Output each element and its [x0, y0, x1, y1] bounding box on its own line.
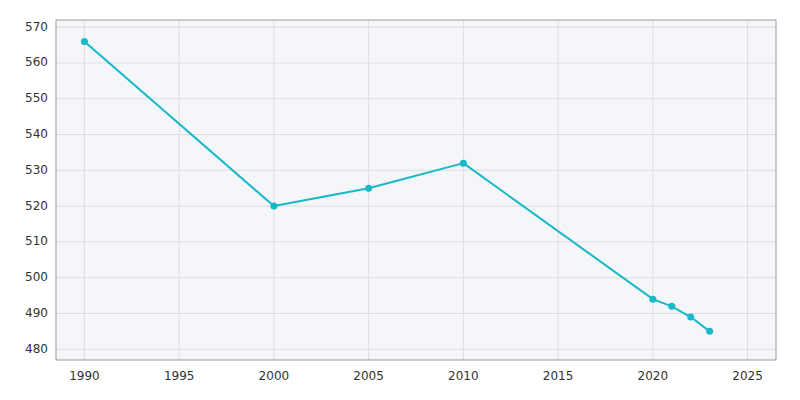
point [706, 328, 713, 335]
grid-line-x [558, 20, 559, 360]
point [668, 303, 675, 310]
y-tick-label: 520 [25, 199, 48, 213]
grid-line-y [56, 27, 776, 28]
line [84, 41, 709, 331]
grid-line-y [56, 277, 776, 278]
grid-line-y [56, 241, 776, 242]
chart: 480 490 500 510 520 530 540 550 560 570 1990 1995 20… [0, 0, 800, 400]
series [81, 38, 713, 335]
plot-frame [56, 20, 776, 360]
grid-line-x [84, 20, 85, 360]
x-tick-label: 1995 [164, 369, 195, 383]
grid-line-x [179, 20, 180, 360]
grid-line-y [56, 313, 776, 314]
x-tick-label: 2010 [448, 369, 479, 383]
point [81, 38, 88, 45]
x-tick-label: 2025 [732, 369, 763, 383]
grid-line-x [273, 20, 274, 360]
grid-line-y [56, 134, 776, 135]
x-tick-label: 2000 [259, 369, 290, 383]
point [365, 185, 372, 192]
grid-line-y [56, 98, 776, 99]
y-tick-label: 550 [25, 91, 48, 105]
x-tick-label: 2005 [353, 369, 384, 383]
point [649, 296, 656, 303]
grid-line-x [747, 20, 748, 360]
plot-area [56, 20, 776, 360]
tick-labels: 480 490 500 510 520 530 540 550 560 570 1990 1995 20… [25, 20, 763, 383]
y-tick-label: 490 [25, 306, 48, 320]
y-tick-label: 540 [25, 127, 48, 141]
y-tick-label: 510 [25, 234, 48, 248]
point [460, 160, 467, 167]
point [270, 203, 277, 210]
y-tick-label: 570 [25, 20, 48, 34]
x-tick-label: 2020 [638, 369, 669, 383]
grid-line-x [463, 20, 464, 360]
grid-line-x [652, 20, 653, 360]
point [687, 314, 694, 321]
x-tick-label: 2015 [543, 369, 574, 383]
x-tick-label: 1990 [69, 369, 100, 383]
grid-line-y [56, 206, 776, 207]
y-tick-label: 560 [25, 55, 48, 69]
grid [56, 20, 776, 360]
grid-line-y [56, 349, 776, 350]
y-tick-label: 530 [25, 163, 48, 177]
grid-line-y [56, 170, 776, 171]
y-tick-label: 500 [25, 270, 48, 284]
y-tick-label: 480 [25, 342, 48, 356]
grid-line-y [56, 62, 776, 63]
